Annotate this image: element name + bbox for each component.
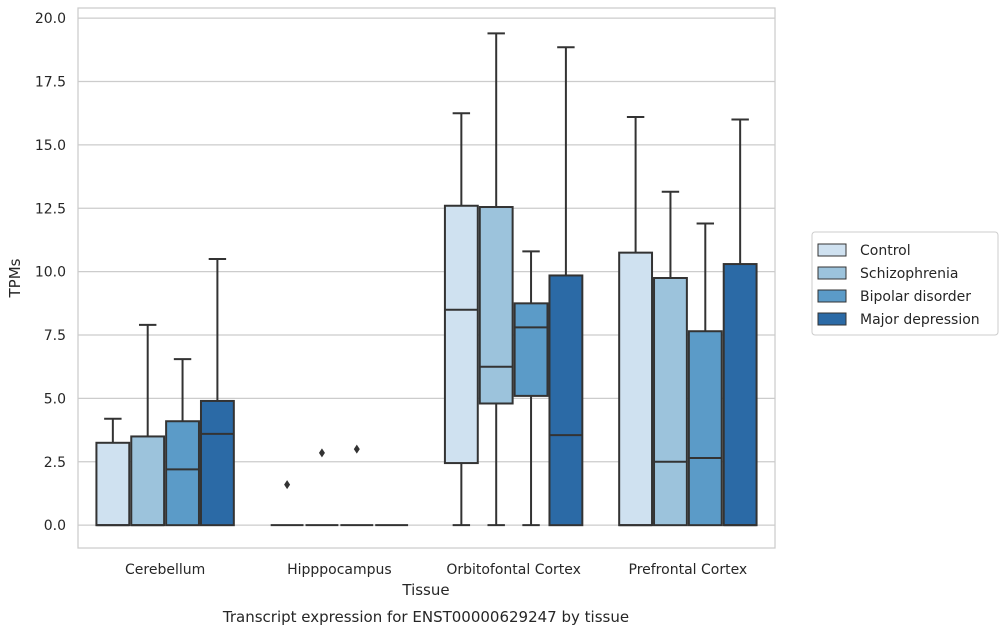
plot-frame: [77, 7, 776, 549]
box-iqr: [618, 251, 654, 527]
box-bipolar-disorder: [165, 358, 200, 527]
legend-frame: [811, 231, 999, 336]
legend-swatch: [817, 312, 847, 326]
legend-label: Bipolar disorder: [860, 289, 971, 305]
legend: Control Schizophrenia Bipolar disorder Majo…: [811, 231, 999, 336]
box-iqr: [95, 441, 131, 527]
box-schizophrenia: [478, 32, 514, 527]
outlier-point: [353, 444, 360, 454]
x-tick-label: Prefrontal Cortex: [629, 562, 748, 578]
legend-label: Control: [860, 243, 911, 259]
legend-swatch: [817, 289, 847, 303]
box-iqr: [478, 206, 514, 405]
y-tick-label: 12.5: [35, 201, 66, 217]
box-bipolar-disorder: [687, 222, 723, 527]
y-tick-label: 15.0: [35, 138, 66, 154]
y-tick-label: 20.0: [35, 11, 66, 27]
box-iqr: [165, 420, 200, 527]
box-major-depression: [548, 46, 584, 527]
box-series: [95, 32, 758, 527]
x-tick-labels: Cerebellum Hipppocampus Orbitofontal Corte…: [125, 562, 747, 578]
legend-swatch: [817, 243, 847, 257]
box-major-depression: [722, 118, 758, 527]
box-iqr: [199, 399, 235, 527]
outlier-point: [318, 448, 325, 458]
box-major-depression: [199, 257, 235, 527]
box-iqr: [513, 302, 549, 397]
box-iqr: [548, 274, 584, 527]
figure-caption: Transcript expression for ENST0000062924…: [222, 608, 629, 626]
y-tick-label: 2.5: [44, 455, 66, 471]
legend-label: Major depression: [860, 312, 980, 328]
box-control: [618, 116, 654, 527]
box-schizophrenia: [130, 323, 166, 527]
box-control: [95, 417, 131, 527]
y-axis-label: TPMs: [6, 258, 24, 298]
x-tick-label: Cerebellum: [125, 562, 205, 578]
y-tick-label: 5.0: [44, 391, 66, 407]
y-tick-labels: 0.0 2.5 5.0 7.5 10.0 12.5 15.0 17.5 20.0: [35, 11, 66, 534]
y-tick-label: 17.5: [35, 75, 66, 91]
box-bipolar-disorder: [513, 250, 549, 527]
box-control: [270, 480, 304, 527]
box-schizophrenia: [305, 448, 339, 527]
y-tick-label: 0.0: [44, 518, 66, 534]
x-axis-label: Tissue: [401, 581, 449, 599]
box-iqr: [722, 263, 758, 527]
box-schizophrenia: [653, 190, 688, 527]
box-bipolar-disorder: [340, 444, 374, 527]
y-tick-label: 7.5: [44, 328, 66, 344]
box-control: [443, 112, 479, 527]
x-tick-label: Hipppocampus: [287, 562, 392, 578]
box-iqr: [130, 435, 166, 527]
legend-swatch: [817, 266, 847, 280]
box-iqr: [687, 330, 723, 527]
outlier-point: [284, 480, 291, 490]
legend-label: Schizophrenia: [860, 266, 958, 282]
y-tick-label: 10.0: [35, 265, 66, 281]
box-iqr: [443, 204, 479, 465]
box-iqr: [653, 277, 688, 527]
x-tick-label: Orbitofontal Cortex: [446, 562, 581, 578]
